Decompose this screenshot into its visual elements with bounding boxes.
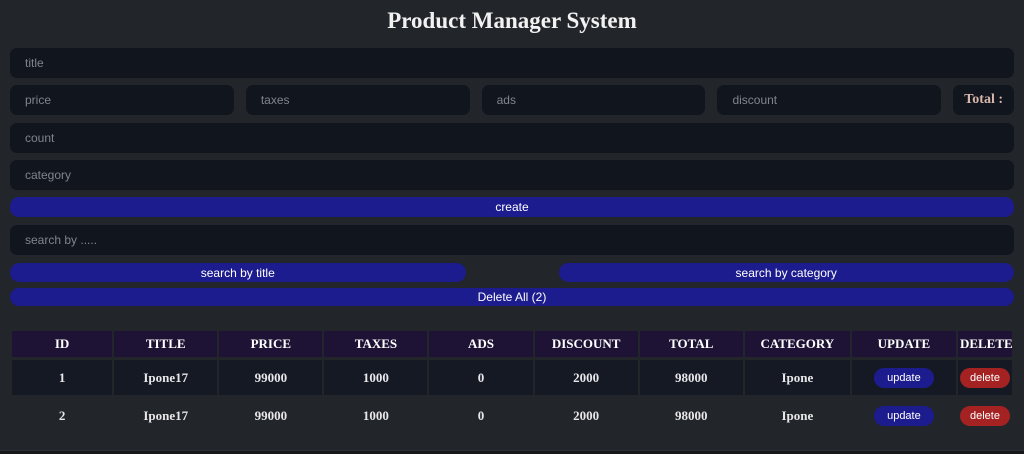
- cell-ads: 0: [429, 360, 533, 395]
- search-input[interactable]: [10, 225, 1014, 255]
- header-taxes: TAXES: [324, 331, 428, 357]
- cell-discount: 2000: [573, 407, 600, 423]
- header-price: PRICE: [219, 331, 323, 357]
- search-buttons-row: search by title search by category: [10, 263, 1014, 282]
- cell-category: Ipone: [781, 407, 814, 423]
- cell-total: 98000: [675, 407, 708, 423]
- search-by-category-button[interactable]: search by category: [558, 263, 1014, 282]
- header-update: UPDATE: [851, 331, 956, 357]
- header-delete: DELETE: [957, 331, 1013, 357]
- horizontal-scrollbar[interactable]: [0, 450, 1024, 454]
- delete-button[interactable]: delete: [959, 367, 1010, 388]
- cell-title: Ipone17: [143, 407, 189, 423]
- create-button[interactable]: create: [10, 197, 1014, 217]
- cell-id: 1: [12, 360, 113, 395]
- cell-id: 2: [58, 407, 66, 423]
- header-ads: ADS: [429, 331, 533, 357]
- table-row: 2 Ipone17 99000 1000 0 2000 98000 Ipone …: [12, 398, 1012, 433]
- table-header: ID TITLE PRICE TAXES ADS DISCOUNT TOTAL …: [12, 331, 1013, 357]
- cell-taxes: 1000: [324, 360, 428, 395]
- update-button[interactable]: update: [874, 367, 934, 388]
- price-input[interactable]: [10, 85, 234, 115]
- total-box: Total :: [953, 85, 1015, 115]
- header-title: TITLE: [114, 331, 218, 357]
- delete-button[interactable]: delete: [959, 405, 1010, 426]
- cell-update: update: [851, 360, 956, 395]
- cell-update: update: [852, 398, 956, 433]
- ads-input[interactable]: [481, 85, 706, 115]
- cell-discount: 2000: [534, 360, 638, 395]
- cell-price: 99000: [219, 360, 323, 395]
- products-table: ID TITLE PRICE TAXES ADS DISCOUNT TOTAL …: [10, 328, 1014, 436]
- category-input[interactable]: [10, 160, 1014, 190]
- search-by-title-button[interactable]: search by title: [10, 263, 466, 282]
- header-category: CATEGORY: [744, 331, 850, 357]
- cell-category: Ipone: [744, 360, 850, 395]
- total-label: Total :: [964, 92, 1004, 107]
- cell-title: Ipone17: [114, 360, 218, 395]
- update-button[interactable]: update: [874, 405, 934, 426]
- taxes-input[interactable]: [245, 85, 470, 115]
- discount-input[interactable]: [717, 85, 942, 115]
- table-row: 1 Ipone17 99000 1000 0 2000 98000 Ipone …: [12, 360, 1012, 395]
- cell-ads: 0: [477, 407, 485, 423]
- header-total: TOTAL: [639, 331, 743, 357]
- cell-delete: delete: [957, 360, 1012, 395]
- cell-taxes: 1000: [362, 407, 389, 423]
- title-input[interactable]: [10, 48, 1014, 78]
- cell-delete: delete: [958, 398, 1012, 433]
- header-discount: DISCOUNT: [534, 331, 638, 357]
- cell-total: 98000: [639, 360, 743, 395]
- count-input[interactable]: [10, 123, 1014, 153]
- header-id: ID: [12, 331, 113, 357]
- delete-all-button[interactable]: Delete All (2): [10, 288, 1014, 306]
- cell-price: 99000: [254, 407, 288, 423]
- price-row: Total :: [10, 85, 1015, 115]
- page-title: Product Manager System: [387, 8, 637, 33]
